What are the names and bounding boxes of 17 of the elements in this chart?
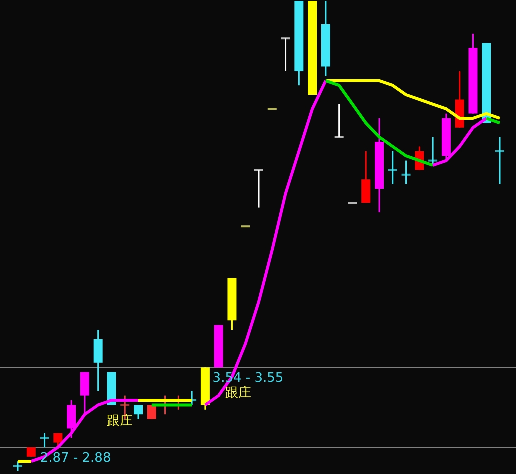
annotation: 跟庄: [106, 414, 133, 429]
annotation: 跟庄: [225, 386, 252, 401]
candlestick: [388, 150, 398, 186]
candlestick: [254, 169, 264, 209]
candlestick: [94, 329, 103, 392]
candlestick: [134, 404, 143, 420]
candlestick: [147, 404, 156, 420]
candlestick: [334, 104, 344, 138]
candlestick: [40, 432, 50, 448]
annotation: 2.87 - 2.88: [40, 451, 112, 466]
candlestick: [362, 150, 371, 204]
candlestick: [402, 160, 411, 186]
candlestick: [428, 136, 438, 166]
candlestick: [14, 460, 22, 472]
candlestick: [281, 38, 290, 72]
candlestick: [496, 136, 504, 186]
candlestick: [26, 446, 36, 458]
